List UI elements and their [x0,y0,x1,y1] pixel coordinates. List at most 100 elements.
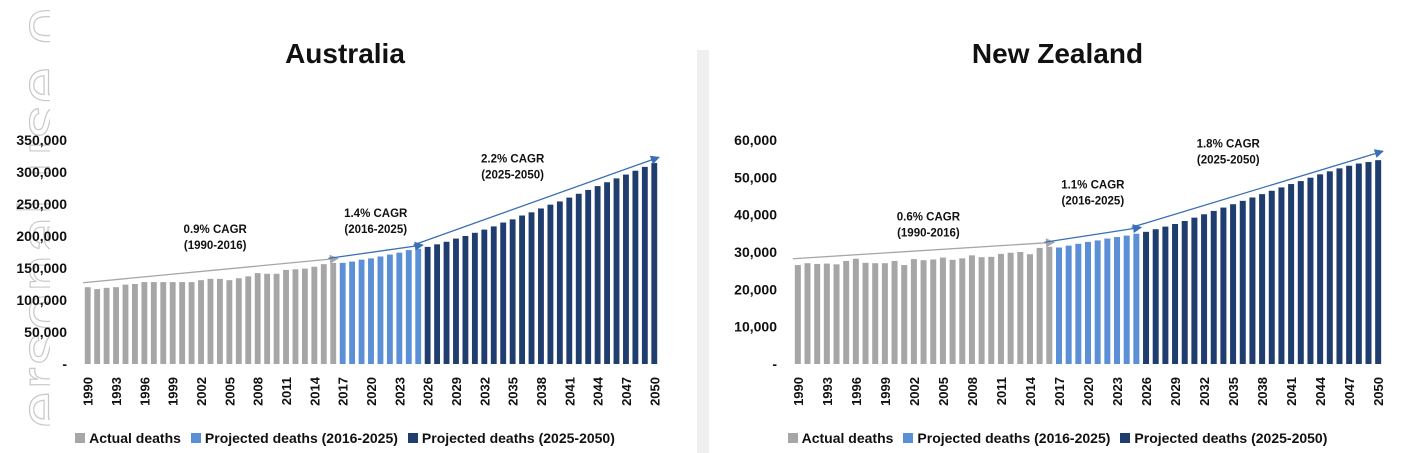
y-tick-label: 100,000 [16,292,67,308]
bar-projected-2025-2050 [575,193,582,364]
y-tick-label: 40,000 [734,207,777,223]
x-tick-label: 2023 [1110,377,1125,406]
bar-actual [901,265,908,364]
legend: Actual deaths Projected deaths (2016-202… [0,430,690,446]
bar-projected-2025-2050 [594,186,601,364]
bar-actual [330,262,337,364]
bar-actual [283,269,289,364]
bar-actual [872,263,879,364]
bar-actual [930,259,937,364]
x-tick-label: 2047 [619,377,634,406]
x-tick-label: 2041 [562,377,577,406]
bar-projected-2025-2050 [1355,163,1362,364]
y-tick-label: 300,000 [16,164,67,180]
x-tick-label: 2011 [279,377,294,405]
bar-actual [910,259,917,364]
bar-actual [179,282,186,364]
bar-projected-2025-2050 [462,236,469,364]
panel-divider [697,50,709,453]
cagr-arrow [1131,149,1384,228]
x-tick-label: 2050 [1371,377,1386,406]
bar-actual [169,282,176,364]
bar-projected-2016-2025 [1133,233,1140,364]
x-tick-label: 1996 [137,377,152,406]
bar-actual [207,278,214,364]
bar-projected-2025-2050 [632,170,639,364]
x-tick-label: 2017 [1052,377,1067,406]
bar-actual [94,289,101,364]
x-tick-label: 2029 [1168,377,1183,406]
bar-actual [198,280,204,364]
bar-actual [804,263,811,364]
x-tick-label: 2014 [307,376,322,406]
bar-projected-2025-2050 [641,166,648,364]
bar-projected-2025-2050 [1268,190,1275,364]
x-tick-label: 2005 [936,377,951,406]
bar-projected-2025-2050 [1346,165,1353,364]
x-tick-label: 2008 [965,377,980,406]
x-tick-label: 2023 [392,377,407,406]
bar-projected-2016-2025 [1055,247,1062,364]
y-tick-label: 50,000 [734,169,777,185]
bar-projected-2025-2050 [1259,194,1266,364]
bar-projected-2016-2025 [358,259,365,364]
x-tick-label: 1996 [849,377,864,406]
legend-swatch-projected-2016-2025 [903,433,914,443]
bar-projected-2025-2050 [1317,174,1324,364]
cagr-annotation: 0.6% CAGR (1990-2016) [897,211,961,239]
bar-actual [997,253,1004,364]
legend-item-actual: Actual deaths [75,430,181,446]
bar-projected-2016-2025 [1065,245,1072,364]
bar-actual [843,260,850,364]
bar-projected-2025-2050 [471,232,478,364]
y-tick-label: - [62,356,67,372]
bar-projected-2025-2050 [1365,162,1372,364]
bar-projected-2025-2050 [481,229,488,364]
bar-actual [311,266,318,364]
x-tick-label: 1993 [109,377,124,406]
bar-projected-2025-2050 [1172,224,1179,364]
bar-projected-2025-2050 [585,189,592,364]
bar-actual [881,263,888,364]
bar-projected-2025-2050 [1191,217,1198,364]
y-tick-label: 200,000 [16,228,67,244]
cagr-arrow [328,241,424,260]
legend-swatch-projected-2025-2050 [1120,433,1131,443]
bar-actual [794,265,801,364]
x-tick-label: 1990 [81,377,96,406]
bar-projected-2025-2050 [453,238,459,364]
bar-actual [301,268,308,364]
bar-projected-2025-2050 [1288,184,1295,364]
bar-projected-2025-2050 [1220,207,1227,364]
bar-projected-2025-2050 [1181,221,1188,364]
bar-actual [320,264,327,364]
chart-title: New Zealand [971,38,1144,69]
bar-actual [264,273,271,364]
bar-actual [988,256,995,364]
legend-swatch-actual [787,433,798,443]
legend-item-actual: Actual deaths [787,430,894,446]
bar-projected-2016-2025 [405,250,412,364]
cagr-arrow [413,155,660,246]
bar-projected-2025-2050 [623,174,629,364]
x-tick-label: 2038 [534,377,549,406]
x-tick-label: 2047 [1342,377,1357,406]
bar-projected-2025-2050 [1152,229,1159,364]
cagr-arrow [792,238,1056,260]
legend-label-actual: Actual deaths [801,430,894,446]
y-tick-label: 30,000 [734,244,777,260]
bar-projected-2025-2050 [1143,231,1150,364]
x-tick-label: 2002 [907,377,922,406]
bar-actual [862,262,869,364]
x-tick-label: 2044 [1313,376,1328,406]
bar-projected-2016-2025 [339,262,346,364]
cagr-annotation: 1.1% CAGR (2016-2025) [1061,180,1125,208]
legend-item-projected-2025-2050: Projected deaths (2025-2050) [407,430,615,446]
x-tick-label: 2041 [1284,377,1299,406]
bar-projected-2016-2025 [1123,235,1130,364]
bar-actual [254,273,261,364]
bar-actual [891,260,898,364]
chart-svg-australia: 350,000 300,000 250,000 200,000 150,000 100,0… [16,132,662,406]
cagr-arrow [82,254,339,284]
bar-projected-2025-2050 [1375,160,1382,364]
